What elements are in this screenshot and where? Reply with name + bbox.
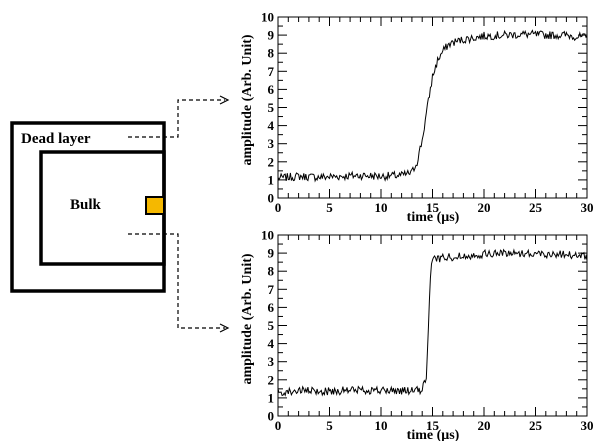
bottom-plot-x-axis-label: time (μs) (407, 428, 460, 441)
dead-layer-label: Dead layer (21, 131, 91, 147)
top-plot-y-tick-label: 3 (268, 136, 275, 151)
top-plot-x-tick-label: 10 (375, 200, 388, 215)
top-plot-signal-line (277, 29, 588, 183)
bottom-plot-y-tick-label: 1 (268, 390, 275, 405)
bottom-plot-x-tick-label: 20 (478, 418, 491, 433)
bottom-plot-y-tick-label: 2 (268, 372, 275, 387)
top-plot-x-tick-label: 0 (275, 200, 282, 215)
top-plot-y-tick-label: 2 (268, 154, 275, 169)
top-plot-y-axis-label: amplitude (Arb. Unit) (240, 34, 255, 165)
top-plot-x-axis-label: time (μs) (407, 210, 460, 225)
bulk-connector (128, 233, 225, 329)
bottom-plot-x-tick-label: 15 (426, 418, 440, 433)
bottom-plot-x-tick-label: 30 (581, 418, 594, 433)
dead-layer-connector-arrowhead (219, 95, 230, 105)
bottom-plot-y-tick-label: 10 (261, 228, 274, 243)
top-plot-x-tick-label: 15 (426, 200, 440, 215)
bottom-plot-y-tick-label: 9 (268, 246, 275, 261)
top-plot-y-tick-label: 6 (268, 82, 275, 97)
top-plot-y-tick-label: 7 (268, 64, 275, 79)
bottom-plot-x-tick-label: 5 (326, 418, 333, 433)
bottom-plot-y-tick-label: 3 (268, 354, 275, 369)
bottom-plot-y-tick-label: 0 (268, 409, 275, 424)
top-plot-y-tick-label: 9 (268, 28, 275, 43)
bottom-plot-x-tick-label: 0 (275, 418, 282, 433)
bottom-plot-x-tick-label: 25 (529, 418, 543, 433)
detector-diagram: Dead layer Bulk (10, 95, 230, 333)
bottom-plot-y-tick-label: 7 (268, 282, 275, 297)
top-plot-x-tick-label: 20 (478, 200, 491, 215)
bottom-plot-y-tick-label: 8 (268, 264, 275, 279)
top-plot-x-tick-label: 25 (529, 200, 543, 215)
top-plot-x-tick-label: 30 (581, 200, 594, 215)
bulk-connector-arrowhead (219, 323, 230, 333)
dead-layer-connector (128, 99, 225, 138)
bottom-plot-y-axis-label: amplitude (Arb. Unit) (240, 253, 255, 384)
bottom-plot-y-tick-label: 5 (268, 318, 275, 333)
bottom-plot-frame (277, 234, 588, 417)
top-plot-y-tick-label: 5 (268, 100, 275, 115)
top-plot-y-tick-label: 1 (268, 172, 275, 187)
bottom-plot-y-tick-label: 4 (268, 336, 275, 351)
bottom-plot-x-tick-label: 10 (375, 418, 388, 433)
bulk-label: Bulk (70, 197, 102, 213)
top-plot-y-tick-label: 0 (268, 191, 275, 206)
bottom-plot-signal-line (277, 248, 588, 397)
top-plot-x-tick-label: 5 (326, 200, 333, 215)
top-plot-frame (277, 16, 588, 199)
top-plot-y-tick-label: 8 (268, 46, 275, 61)
top-plot-y-tick-label: 10 (261, 10, 274, 25)
bottom-plot-y-tick-label: 6 (268, 300, 275, 315)
top-plot-y-tick-label: 4 (268, 118, 275, 133)
electrode-contact (145, 196, 165, 215)
